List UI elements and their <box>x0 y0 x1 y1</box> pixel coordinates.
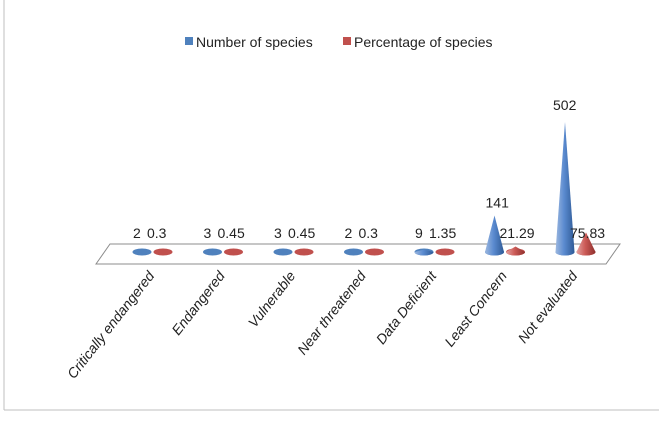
data-label-number-0: 2 <box>133 225 141 241</box>
data-label-number-2: 3 <box>274 225 282 241</box>
legend: Number of species Percentage of species <box>185 34 493 50</box>
data-label-percentage-6: 75.83 <box>570 225 605 241</box>
data-label-number-3: 2 <box>345 225 353 241</box>
cone-percentage-0 <box>153 248 173 256</box>
cone-number-4 <box>414 248 434 256</box>
cone-percentage-5 <box>506 246 525 256</box>
marks-layer <box>132 122 596 256</box>
data-label-number-1: 3 <box>204 225 212 241</box>
data-label-percentage-3: 0.3 <box>359 225 379 241</box>
legend-swatch-percentage <box>343 37 351 45</box>
cone-percentage-3 <box>365 248 384 256</box>
category-label-3: Near threatened <box>294 267 370 358</box>
category-label-6: Not evaluated <box>515 267 582 346</box>
cone-percentage-2 <box>294 248 314 256</box>
categories-layer: Critically endangered Endangered Vulnerabl… <box>64 267 581 381</box>
data-label-percentage-1: 0.45 <box>218 225 245 241</box>
cone-number-0 <box>132 248 152 256</box>
legend-swatch-number <box>185 37 193 45</box>
data-label-percentage-4: 1.35 <box>429 225 456 241</box>
category-label-2: Vulnerable <box>245 268 299 331</box>
legend-label-percentage: Percentage of species <box>354 34 493 50</box>
cone-percentage-6 <box>576 232 596 256</box>
labels-layer: 2 0.3 3 0.45 3 0.45 2 0.3 9 1.35 141 21.29 502 75.83 <box>133 97 605 241</box>
category-label-0: Critically endangered <box>64 267 158 381</box>
data-label-number-4: 9 <box>415 225 423 241</box>
category-label-1: Endangered <box>168 267 228 338</box>
cone-number-1 <box>203 248 222 256</box>
cone-number-3 <box>344 248 363 256</box>
category-label-5: Least Concern <box>441 268 510 350</box>
data-label-percentage-2: 0.45 <box>288 225 315 241</box>
data-label-percentage-0: 0.3 <box>147 225 167 241</box>
data-label-number-6: 502 <box>553 97 577 113</box>
cone-number-6 <box>555 122 575 256</box>
data-label-percentage-5: 21.29 <box>500 225 535 241</box>
cone-number-2 <box>273 248 293 256</box>
cone-percentage-4 <box>435 248 455 256</box>
cone-number-5 <box>485 215 504 256</box>
category-label-4: Data Deficient <box>373 267 440 347</box>
cone-percentage-1 <box>224 248 243 256</box>
data-label-number-5: 141 <box>486 194 510 210</box>
legend-label-number: Number of species <box>196 34 313 50</box>
